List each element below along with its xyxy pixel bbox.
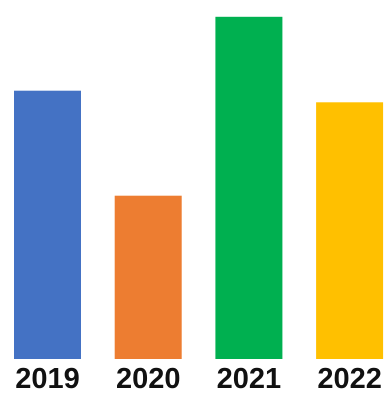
- bars-group: [14, 16, 384, 360]
- x-tick-label-2019: 2019: [15, 363, 80, 395]
- bar-2022: [316, 102, 384, 360]
- x-tick-labels: 2019 2020 2021 2022: [15, 363, 382, 395]
- x-tick-label-2022: 2022: [317, 363, 382, 395]
- x-tick-label-2020: 2020: [116, 363, 181, 395]
- x-tick-label-2021: 2021: [217, 363, 282, 395]
- bar-2019: [14, 90, 81, 359]
- bar-2020: [114, 195, 182, 359]
- bar-2021: [215, 16, 283, 360]
